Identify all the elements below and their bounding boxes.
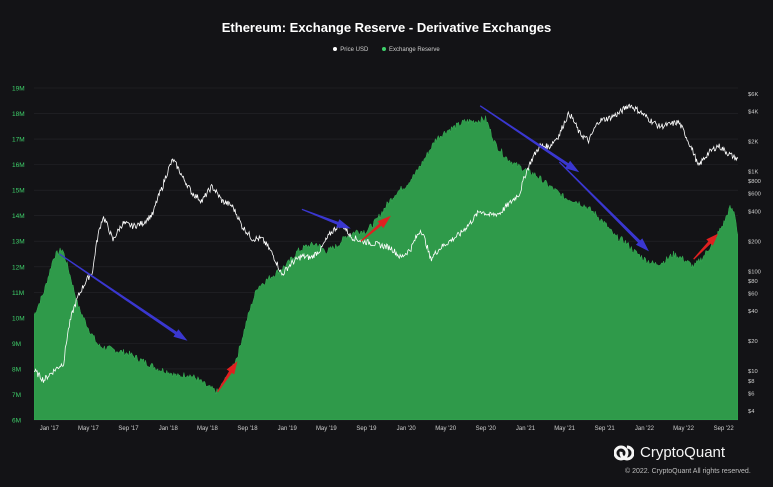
x-tick-label: Jan '17 <box>40 426 60 432</box>
x-tick-label: Jan '22 <box>635 426 655 432</box>
cryptoquant-logo: CryptoQuant <box>614 444 725 461</box>
right-tick-label: $100 <box>748 269 761 275</box>
x-tick-label: May '22 <box>673 426 694 432</box>
left-tick-label: 7M <box>12 392 21 399</box>
right-tick-label: $1K <box>748 170 758 176</box>
chart-title: Ethereum: Exchange Reserve - Derivative … <box>221 20 552 35</box>
left-tick-label: 6M <box>12 418 21 425</box>
x-tick-label: May '17 <box>78 426 99 432</box>
x-tick-label: May '19 <box>316 426 337 432</box>
x-tick-label: Sep '21 <box>595 426 616 432</box>
legend-dot-reserve <box>381 47 386 52</box>
x-tick-label: May '20 <box>435 426 456 432</box>
x-tick-label: Sep '18 <box>237 426 258 432</box>
right-tick-label: $6 <box>748 391 754 397</box>
x-tick-label: Sep '17 <box>118 426 139 432</box>
legend-item-price[interactable]: Price USD <box>333 47 370 53</box>
left-tick-label: 18M <box>12 111 25 118</box>
trend-down-arrow-4 <box>479 105 580 173</box>
right-tick-label: $600 <box>748 192 761 198</box>
right-tick-label: $40 <box>748 309 758 315</box>
left-tick-label: 15M <box>12 188 25 195</box>
left-tick-label: 8M <box>12 366 21 373</box>
left-tick-label: 13M <box>12 239 25 246</box>
right-tick-label: $800 <box>748 179 761 185</box>
exchange-reserve-area <box>34 115 738 420</box>
price-usd-line <box>34 103 738 383</box>
legend-label-reserve: Exchange Reserve <box>388 47 440 53</box>
trend-down-arrow-5 <box>558 161 649 252</box>
x-tick-label: Sep '22 <box>714 426 735 432</box>
axis-layer: 6M 7M 8M 9M 10M 11M 12M 13M 14M 15M 16M 17M 18M 19M $4… <box>12 86 761 433</box>
right-tick-label: $2K <box>748 140 758 146</box>
right-tick-label: $4K <box>748 109 758 115</box>
legend-item-reserve[interactable]: Exchange Reserve <box>381 47 440 53</box>
reserve-layer <box>34 115 738 420</box>
x-tick-label: Sep '19 <box>356 426 377 432</box>
trend-up-arrow-3 <box>360 215 391 242</box>
right-tick-label: $6K <box>748 92 758 98</box>
right-tick-label: $400 <box>748 209 761 215</box>
trend-down-arrow-0 <box>59 253 188 341</box>
legend-dot-price <box>333 47 338 52</box>
logo-text: CryptoQuant <box>640 444 726 461</box>
left-tick-label: 9M <box>12 341 21 348</box>
cryptoquant-logo-icon <box>614 445 634 460</box>
right-tick-label: $8 <box>748 379 754 385</box>
left-tick-label: 12M <box>12 264 25 271</box>
annotation-layer <box>59 105 719 393</box>
trend-down-arrow-2 <box>301 208 351 229</box>
x-tick-label: Jan '21 <box>516 426 536 432</box>
price-layer <box>34 103 738 383</box>
right-tick-label: $200 <box>748 239 761 245</box>
right-tick-label: $20 <box>748 339 758 345</box>
legend-label-price: Price USD <box>340 47 369 53</box>
right-tick-label: $60 <box>748 291 758 297</box>
right-tick-label: $80 <box>748 279 758 285</box>
left-tick-label: 17M <box>12 137 25 144</box>
trend-up-arrow-1 <box>217 361 238 393</box>
left-tick-label: 14M <box>12 213 25 220</box>
right-tick-label: $10 <box>748 369 758 375</box>
x-tick-label: Sep '20 <box>476 426 497 432</box>
x-tick-label: Jan '20 <box>397 426 417 432</box>
x-tick-label: Jan '18 <box>159 426 179 432</box>
trend-up-arrow-6 <box>693 233 719 260</box>
right-tick-label: $4 <box>748 409 755 415</box>
left-tick-label: 11M <box>12 290 24 297</box>
left-tick-label: 19M <box>12 86 25 93</box>
legend: Price USD Exchange Reserve <box>0 47 773 53</box>
x-tick-label: May '18 <box>197 426 218 432</box>
x-tick-label: May '21 <box>554 426 575 432</box>
left-tick-label: 16M <box>12 162 25 169</box>
copyright: © 2022. CryptoQuant All rights reserved. <box>625 468 751 475</box>
left-tick-label: 10M <box>12 315 25 322</box>
x-tick-label: Jan '19 <box>278 426 298 432</box>
